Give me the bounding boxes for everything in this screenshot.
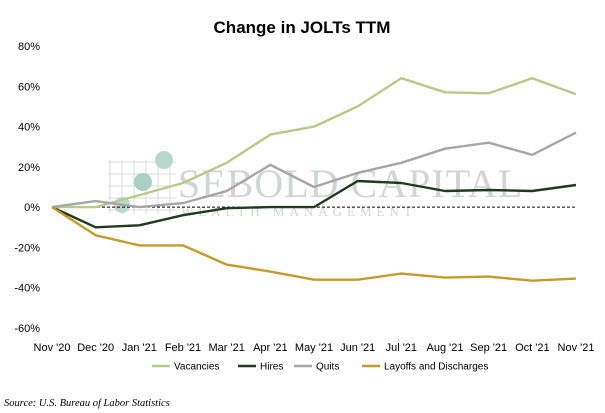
legend-item-vacancies: Vacancies	[152, 362, 219, 373]
series-line-hires	[51, 179, 577, 229]
x-tick-label: Jun '21	[340, 342, 375, 354]
series-line-layoffs-and-discharges	[51, 206, 577, 282]
legend-item-hires: Hires	[238, 362, 283, 373]
x-tick-label: May '21	[295, 342, 333, 354]
x-tick-label: Feb '21	[165, 342, 201, 354]
y-tick-label: 80%	[18, 41, 40, 53]
chart-title: Change in JOLTs TTM	[214, 18, 391, 37]
x-tick-label: Nov '21	[558, 342, 595, 354]
x-tick-label: Jul '21	[386, 342, 417, 354]
y-tick-label: -20%	[14, 242, 40, 254]
series-line-quits	[51, 131, 577, 209]
legend-label: Quits	[316, 362, 339, 373]
legend: Vacancies Hires Quits Layoffs and Discharge…	[152, 362, 488, 373]
source-note: Source: U.S. Bureau of Labor Statistics	[4, 398, 170, 409]
series-lines	[51, 76, 577, 282]
watermark-text-main: SEBOLD CAPITAL	[178, 161, 523, 206]
legend-label: Hires	[260, 362, 283, 373]
y-tick-label: -40%	[14, 283, 40, 295]
legend-item-layoffs-and-discharges: Layoffs and Discharges	[362, 362, 488, 373]
y-tick-label: 0%	[24, 202, 40, 214]
x-tick-label: Apr '21	[253, 342, 288, 354]
legend-label: Layoffs and Discharges	[384, 362, 488, 373]
y-tick-label: 60%	[18, 81, 40, 93]
y-tick-label: -60%	[14, 323, 40, 335]
y-axis-tick-labels: 80% 60% 40% 20% 0% -20% -40% -60%	[14, 41, 40, 335]
series-line-vacancies	[52, 76, 577, 209]
x-axis-tick-labels: Nov '20 Dec '20 Jan '21 Feb '21 Mar '21 Apr '…	[34, 342, 595, 354]
x-tick-label: Dec '20	[77, 342, 114, 354]
legend-item-quits: Quits	[294, 362, 339, 373]
watermark: SEBOLD CAPITAL WEALTH MANAGEMENT	[108, 151, 523, 219]
legend-label: Vacancies	[174, 362, 219, 373]
y-tick-label: 40%	[18, 122, 40, 134]
x-tick-label: Oct '21	[515, 342, 550, 354]
x-tick-label: Sep '21	[470, 342, 507, 354]
y-tick-label: 20%	[18, 162, 40, 174]
x-tick-label: Jan '21	[122, 342, 157, 354]
x-tick-label: Nov '20	[34, 342, 71, 354]
x-tick-label: Mar '21	[208, 342, 244, 354]
x-tick-label: Aug '21	[427, 342, 464, 354]
